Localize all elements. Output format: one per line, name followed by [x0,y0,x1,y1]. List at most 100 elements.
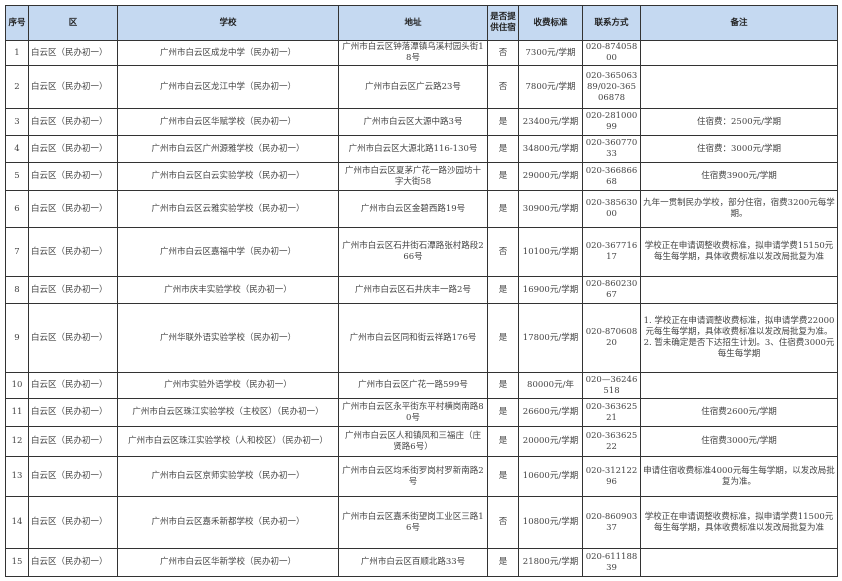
no-cell: 11 [5,398,29,427]
fee-cell: 10100元/学期 [518,227,583,277]
contact-cell: 020-36686668 [582,162,641,191]
fee-cell: 16900元/学期 [518,276,583,304]
table-row: 3 白云区（民办初一） 广州市白云区华赋学校（民办初一） 广州市白云区大源中路3号是 2… [5,108,838,136]
boarding-cell: 是 [487,190,519,228]
contact-cell: 020-36771617 [582,227,641,277]
school-cell: 广州市实验外语学校（民办初一） [117,372,339,399]
district-cell: 白云区（民办初一） [28,276,118,304]
header-school: 学校 [117,5,339,41]
district-cell: 白云区（民办初一） [28,372,118,399]
address-cell: 广州市白云区永平街东平村横岗南路80号 [338,398,488,427]
boarding-cell: 否 [487,40,519,66]
table-row: 4 白云区（民办初一） 广州市白云区广州源雅学校（民办初一） 广州市白云区大源北路11… [5,135,838,163]
district-cell: 白云区（民办初一） [28,548,118,577]
no-cell: 10 [5,372,29,399]
no-cell: 13 [5,456,29,497]
boarding-cell: 是 [487,426,519,457]
contact-cell: 020-61118839 [582,548,641,577]
header-note: 备注 [640,5,838,41]
no-cell: 4 [5,135,29,163]
school-cell: 广州市白云区嘉禾新都学校（民办初一） [117,496,339,549]
district-cell: 白云区（民办初一） [28,303,118,373]
note-cell [640,40,838,66]
address-cell: 广州市白云区百顺北路33号 [338,548,488,577]
table-row: 5 白云区（民办初一） 广州市白云区白云实验学校（民办初一） 广州市白云区夏茅广花一路… [5,162,838,191]
address-cell: 广州市白云区同和街云祥路176号 [338,303,488,373]
district-cell: 白云区（民办初一） [28,162,118,191]
school-cell: 广州市白云区广州源雅学校（民办初一） [117,135,339,163]
no-cell: 3 [5,108,29,136]
table-row: 7 白云区（民办初一） 广州市白云区嘉福中学（民办初一） 广州市白云区石井街石潭路张村… [5,227,838,277]
district-cell: 白云区（民办初一） [28,227,118,277]
boarding-cell: 是 [487,135,519,163]
header-boarding: 是否提供住宿 [487,5,519,41]
fee-cell: 30900元/学期 [518,190,583,228]
contact-cell: 020-86090337 [582,496,641,549]
fee-cell: 29000元/学期 [518,162,583,191]
address-cell: 广州市白云区钟落潭镇乌溪村园头街18号 [338,40,488,66]
school-cell: 广州市白云区华赋学校（民办初一） [117,108,339,136]
contact-cell: 020-28100099 [582,108,641,136]
boarding-cell: 否 [487,496,519,549]
note-cell: 住宿费3000元/学期 [640,426,838,457]
table-row: 8 白云区（民办初一） 广州市庆丰实验学校（民办初一） 广州市白云区石井庆丰一路2号是… [5,276,838,304]
address-cell: 广州市白云区嘉禾街望岗工业区三路16号 [338,496,488,549]
school-cell: 广州市白云区珠江实验学校（人和校区）（民办初一） [117,426,339,457]
address-cell: 广州市白云区广云路23号 [338,65,488,109]
district-cell: 白云区（民办初一） [28,108,118,136]
header-no: 序号 [5,5,29,41]
table-row: 9 白云区（民办初一） 广州华联外语实验学校（民办初一） 广州市白云区同和街云祥路17… [5,303,838,373]
boarding-cell: 是 [487,162,519,191]
contact-cell: 020-36077033 [582,135,641,163]
address-cell: 广州市白云区广花一路599号 [338,372,488,399]
district-cell: 白云区（民办初一） [28,190,118,228]
note-cell: 住宿费：2500元/学期 [640,108,838,136]
address-cell: 广州市白云区均禾街罗岗村罗新南路2号 [338,456,488,497]
table-row: 6 白云区（民办初一） 广州市白云区云雅实验学校（民办初一） 广州市白云区金碧西路19… [5,190,838,228]
school-cell: 广州市庆丰实验学校（民办初一） [117,276,339,304]
contact-cell: 020-36506389/020-36506878 [582,65,641,109]
note-cell [640,65,838,109]
boarding-cell: 是 [487,372,519,399]
contact-cell: 020-31212296 [582,456,641,497]
header-district: 区 [28,5,118,41]
table-row: 12 白云区（民办初一） 广州市白云区珠江实验学校（人和校区）（民办初一） 广州市白云… [5,426,838,457]
note-cell: 学校正在申请调整收费标准，拟申请学费15150元每生每学期，具体收费标准以发改局… [640,227,838,277]
note-cell: 住宿费3900元/学期 [640,162,838,191]
note-cell [640,548,838,577]
school-cell: 广州市白云区云雅实验学校（民办初一） [117,190,339,228]
note-cell: 1. 学校正在申请调整收费标准，拟申请学费22000元每生每学期，具体收费标准以… [640,303,838,373]
header-address: 地址 [338,5,488,41]
note-cell: 住宿费：3000元/学期 [640,135,838,163]
no-cell: 12 [5,426,29,457]
no-cell: 5 [5,162,29,191]
school-cell: 广州市白云区嘉福中学（民办初一） [117,227,339,277]
no-cell: 7 [5,227,29,277]
boarding-cell: 否 [487,227,519,277]
no-cell: 8 [5,276,29,304]
school-cell: 广州华联外语实验学校（民办初一） [117,303,339,373]
school-cell: 广州市白云区白云实验学校（民办初一） [117,162,339,191]
fee-cell: 21800元/学期 [518,548,583,577]
note-cell: 九年一贯制民办学校，部分住宿，宿费3200元每学期。 [640,190,838,228]
contact-cell: 020-36362522 [582,426,641,457]
fee-cell: 17800元/学期 [518,303,583,373]
contact-cell: 020-86023067 [582,276,641,304]
boarding-cell: 否 [487,65,519,109]
district-cell: 白云区（民办初一） [28,496,118,549]
boarding-cell: 是 [487,398,519,427]
school-fee-table: 序号 区 学校 地址 是否提供住宿 收费标准 联系方式 备注 1 白云区（民办初一… [5,5,838,577]
fee-cell: 10800元/学期 [518,496,583,549]
fee-cell: 80000元/年 [518,372,583,399]
school-cell: 广州市白云区京师实验学校（民办初一） [117,456,339,497]
no-cell: 1 [5,40,29,66]
boarding-cell: 是 [487,548,519,577]
header-fee: 收费标准 [518,5,583,41]
contact-cell: 020-87060820 [582,303,641,373]
table-row: 13 白云区（民办初一） 广州市白云区京师实验学校（民办初一） 广州市白云区均禾街罗岗… [5,456,838,497]
fee-cell: 10600元/学期 [518,456,583,497]
table-row: 11 白云区（民办初一） 广州市白云区珠江实验学校（主校区）（民办初一） 广州市白云区… [5,398,838,427]
no-cell: 2 [5,65,29,109]
no-cell: 6 [5,190,29,228]
district-cell: 白云区（民办初一） [28,456,118,497]
